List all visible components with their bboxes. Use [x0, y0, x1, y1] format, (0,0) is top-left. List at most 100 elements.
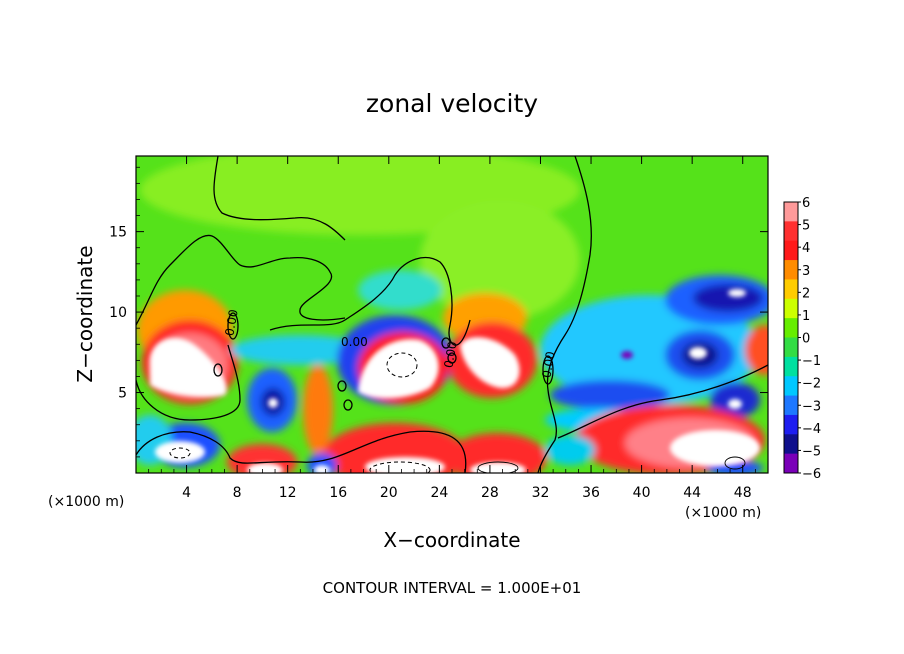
zero-contour-loop-5 [441, 337, 451, 349]
solid-inner-contours [477, 456, 746, 473]
bottom-red-20 [323, 423, 467, 473]
zero-contour-bottom-right [557, 364, 768, 439]
cyan-band-left [230, 335, 370, 365]
x-tick-label-9: 40 [633, 485, 651, 501]
inner-contour-lower-right [724, 456, 746, 470]
dashed-contour-bottom-20 [369, 461, 431, 473]
dashed-contours [169, 352, 431, 473]
contour-label-3: 0.00 [441, 340, 459, 369]
zero-contour-loop-3 [337, 380, 347, 392]
lower-cyan-ring [545, 435, 595, 465]
zero-contour-right [537, 156, 592, 473]
zero-contour-top [213, 156, 346, 241]
white-core-lower-right [670, 430, 760, 466]
x-tick-label-0: 4 [182, 485, 191, 501]
y-axis-label: Z−coordinate [73, 245, 97, 382]
x-tick-label-3: 16 [329, 485, 347, 501]
white-core-bottom-28 [470, 462, 526, 473]
zero-contour-loop-7 [542, 355, 554, 385]
colorbar-label-9: −3 [802, 399, 821, 414]
x-axis-label: X−coordinate [383, 528, 520, 552]
white-core-bottom-left [155, 441, 205, 463]
purple-min-right [621, 351, 633, 359]
heatmap-field: 0.00 0.00 0.00 0.00 [136, 156, 768, 473]
white-min-right-mid [689, 347, 707, 359]
y-tick-label-1: 10 [109, 305, 127, 321]
bottom-red-28 [447, 433, 547, 473]
zero-contour-upper-left [136, 234, 346, 326]
colorbar-swatch-13 [784, 453, 798, 474]
x-tick-label-7: 32 [532, 485, 550, 501]
colorbar-label-6: 0 [802, 332, 810, 347]
inner-contour-bottom-28 [477, 461, 519, 473]
right-navy-upper [693, 284, 763, 312]
contour-label-1: 0.00 [222, 308, 240, 337]
colorbar-label-0: 6 [802, 196, 810, 211]
chart-title: zonal velocity [366, 89, 538, 118]
colorbar-label-1: 5 [802, 219, 810, 234]
colorbar-swatch-12 [784, 434, 798, 455]
colorbar-label-2: 4 [802, 241, 810, 256]
contour-interval-note: CONTOUR INTERVAL = 1.000E+01 [323, 579, 582, 597]
white-core-28 [460, 337, 520, 389]
x-tick-label-5: 24 [430, 485, 448, 501]
y-tick-label-2: 15 [109, 225, 127, 241]
colorbar-swatch-4 [784, 279, 798, 300]
contour-label-2: 0.00 [341, 335, 368, 349]
white-core-bottom-20 [365, 457, 445, 473]
x-tick-label-2: 12 [279, 485, 297, 501]
x-unit-right: (×1000 m) [685, 505, 761, 521]
zero-contour-loop-4 [343, 399, 353, 411]
bottom-blue-14 [307, 453, 337, 473]
zero-contour-bottom-left [136, 430, 467, 473]
x-unit-left: (×1000 m) [48, 494, 124, 510]
zero-contour-center [269, 257, 471, 346]
colorbar-swatch-7 [784, 337, 798, 358]
y-axis: 5 10 15 [109, 166, 768, 458]
white-min-right-upper [728, 289, 746, 297]
zero-contour-loop-6 [447, 352, 457, 364]
colorbar: 6 5 4 3 2 1 0 −1 −2 −3 −4 −5 −6 [783, 196, 821, 482]
right-blue-band [550, 380, 670, 410]
zero-contour-left-low [136, 344, 241, 421]
x-tick-label-8: 36 [582, 485, 600, 501]
y-tick-label-0: 5 [118, 386, 127, 402]
orange-column-14 [303, 365, 333, 455]
x-axis: 4 8 12 16 20 24 28 32 36 40 44 48 [148, 156, 756, 501]
upper-yellowgreen-zone-2 [420, 200, 580, 320]
dashed-contour-20 [386, 352, 418, 378]
x-tick-label-4: 20 [380, 485, 398, 501]
colorbar-label-12: −6 [802, 467, 821, 482]
x-tick-label-10: 44 [683, 485, 701, 501]
x-tick-label-11: 48 [734, 485, 752, 501]
zero-contour-loop-1 [227, 312, 239, 340]
x-tick-label-6: 28 [481, 485, 499, 501]
colorbar-swatch-10 [784, 395, 798, 416]
colorbar-swatch-3 [784, 260, 798, 280]
x-tick-label-1: 8 [233, 485, 242, 501]
colorbar-swatch-1 [784, 221, 798, 242]
cyan-upper-mid [358, 270, 442, 310]
right-red-edge [745, 325, 768, 375]
colorbar-swatch-9 [784, 376, 798, 397]
colorbar-label-5: 1 [802, 309, 810, 324]
dashed-contour-bottom-left [169, 447, 191, 459]
white-min-right-low [728, 399, 742, 409]
colorbar-swatch-6 [784, 318, 798, 338]
colorbar-swatch-5 [784, 298, 798, 319]
colorbar-swatch-11 [784, 414, 798, 435]
bottom-red-11 [227, 444, 297, 473]
colorbar-label-7: −1 [802, 354, 821, 369]
white-core-bottom-11 [247, 463, 283, 473]
colorbar-label-11: −5 [802, 444, 821, 459]
colorbar-label-4: 2 [802, 286, 810, 301]
colorbar-label-3: 3 [802, 264, 810, 279]
white-min-11 [268, 398, 278, 408]
colorbar-swatch-2 [784, 240, 798, 261]
white-core-left [149, 337, 227, 397]
zero-contour-loop-2 [213, 363, 223, 377]
colorbar-label-8: −2 [802, 377, 821, 392]
colorbar-swatch-0 [784, 202, 798, 222]
zero-contours [136, 156, 768, 473]
